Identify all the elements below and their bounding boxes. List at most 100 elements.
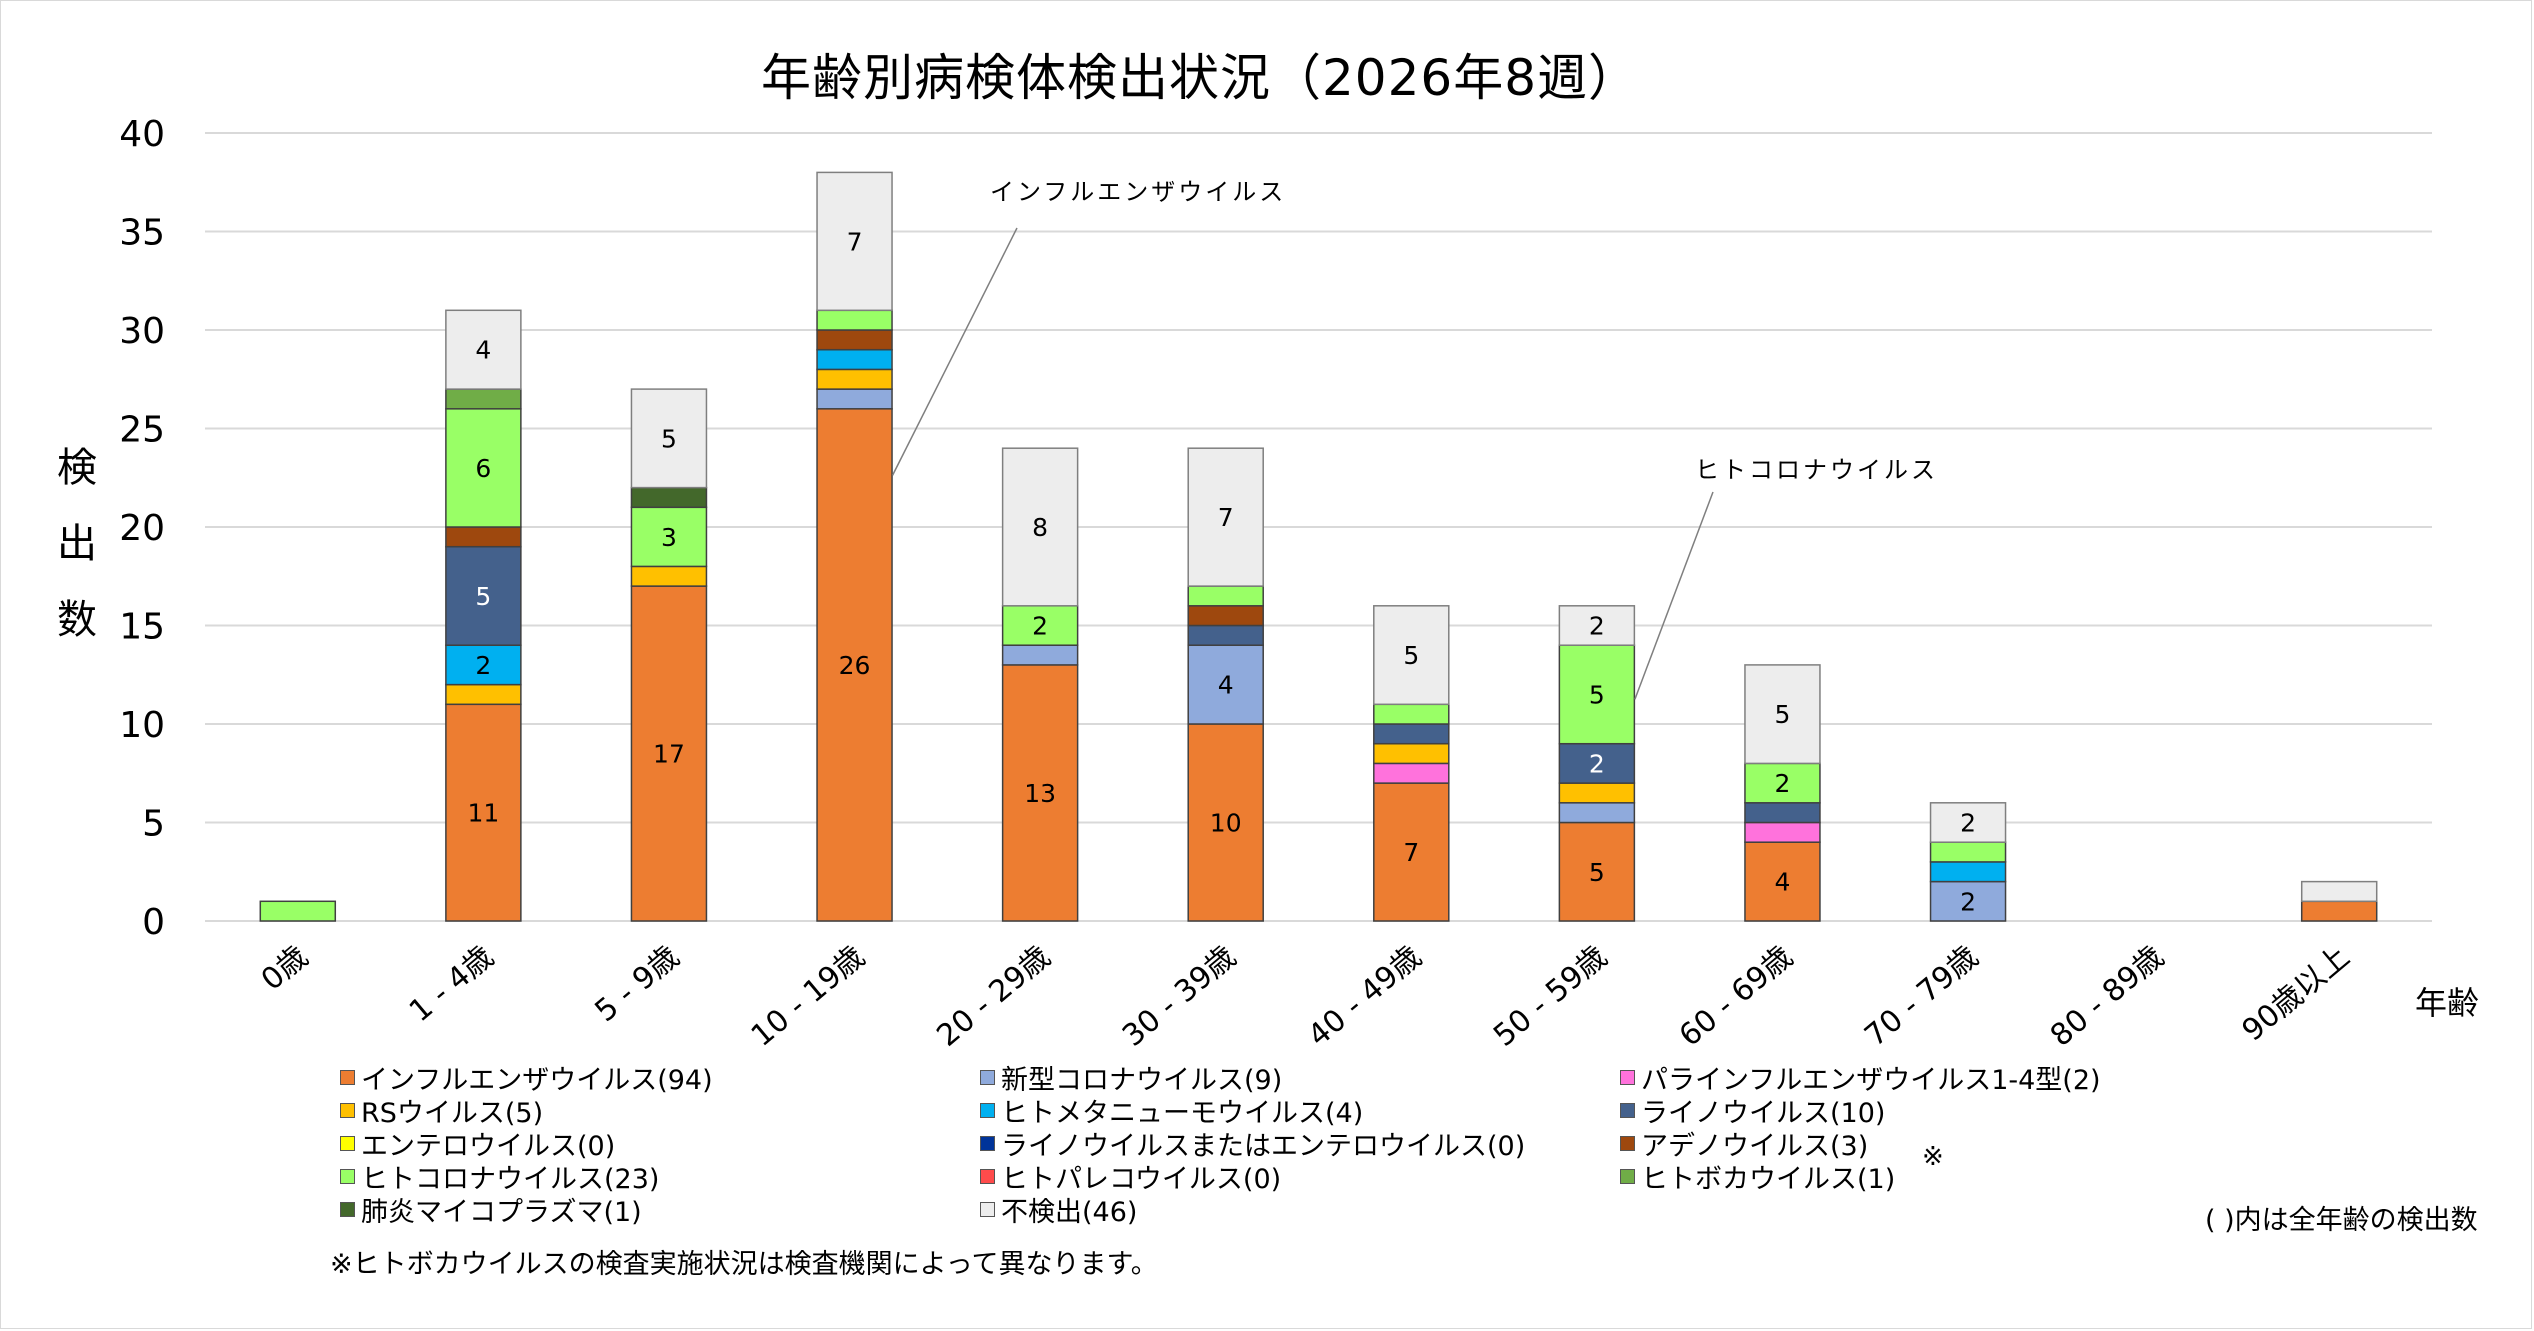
bar-segment [1929,861,2007,883]
legend-label: RSウイルス(5) [361,1098,544,1129]
bar-segment [1187,605,1264,627]
bar-segment [630,486,708,509]
data-label: 7 [1218,503,1234,532]
legend-asterisk: ※ [1922,1142,1944,1172]
legend-label: ライノウイルスまたはエンテロウイルス(0) [1001,1131,1526,1162]
legend-note: ( )内は全年齢の検出数 [2205,1205,2478,1236]
data-label: 2 [1589,612,1605,641]
legend-swatch [1620,1136,1635,1151]
bar-segment [1929,841,2007,863]
legend-item: 肺炎マイコプラズマ(1) [340,1190,642,1229]
bar-segment [816,171,893,312]
y-axis-label-char-1: 検 [57,445,97,491]
bar-segment [1373,723,1450,745]
bar-segment [1744,841,1821,922]
legend-label: パラインフルエンザウイルス1-4型(2) [1641,1065,2101,1096]
legend-item: ヒトコロナウイルス(23) [340,1157,659,1196]
legend-swatch [340,1070,355,1085]
data-label: 5 [1775,700,1791,729]
data-label: 13 [1024,779,1056,808]
legend-swatch [980,1169,995,1184]
data-label: 7 [1403,838,1419,867]
x-tick-label: 5 - 9歳 [588,939,686,1029]
bar-segment [1558,782,1636,804]
bar-segment [1373,605,1450,706]
legend-item: アデノウイルス(3) [1620,1124,1868,1163]
bar-segment [2300,900,2378,922]
bar-segment [1558,605,1636,646]
legend-item: ヒトパレコウイルス(0) [980,1157,1281,1196]
bar-segment [1558,742,1636,784]
data-label: 5 [475,582,491,611]
x-tick-label: 20 - 29歳 [930,939,1057,1053]
y-axis-label: 検 出 数 [52,430,102,658]
x-tick-label: 80 - 89歳 [2044,939,2171,1053]
bar-segment [1558,644,1636,745]
legend-item: ライノウイルスまたはエンテロウイルス(0) [980,1124,1525,1163]
x-tick-label: 70 - 79歳 [1858,939,1985,1053]
legend-swatch [340,1202,355,1217]
bar-segment [630,585,708,922]
data-label: 11 [467,799,499,828]
legend-swatch [1620,1169,1635,1184]
bar-segment [1929,880,2007,922]
data-label: 3 [661,523,677,552]
y-tick-label: 35 [119,213,165,254]
bar-segment [1744,802,1821,824]
y-tick-label: 20 [119,508,165,549]
legend-label: 不検出(46) [1001,1197,1138,1228]
legend-item: パラインフルエンザウイルス1-4型(2) [1620,1058,2101,1097]
data-label: 4 [1218,671,1234,700]
x-tick-label: 10 - 19歳 [745,939,872,1053]
x-tick-label: 50 - 59歳 [1487,939,1614,1053]
callout-label: インフルエンザウイルス [990,178,1286,206]
legend-label: 新型コロナウイルス(9) [1001,1065,1283,1096]
bar-segment [1744,821,1821,843]
x-tick-label: 40 - 49歳 [1302,939,1429,1053]
bar-segment [445,703,522,922]
legend-item: ライノウイルス(10) [1620,1091,1885,1130]
legend-swatch [1620,1103,1635,1118]
data-label: 5 [1589,680,1605,709]
bar-segment [445,683,522,706]
callout-line [891,227,1018,476]
x-tick-label: 90歳以上 [2236,939,2357,1048]
legend-swatch [980,1202,995,1217]
bar-segment [1558,821,1636,922]
bar-segment [630,506,708,568]
bar-segment [1373,782,1450,922]
bar-segment [1187,447,1264,587]
y-axis-label-char-2: 出 [57,521,97,567]
data-label: 2 [1589,749,1605,778]
bar-segment [1373,742,1450,765]
bar-segment [1558,802,1636,824]
data-label: 5 [1403,641,1419,670]
legend-swatch [980,1136,995,1151]
y-tick-label: 5 [142,804,165,845]
y-tick-label: 10 [119,705,165,746]
data-label: 2 [475,651,491,680]
legend-item: ヒトボカウイルス(1) [1620,1157,1895,1196]
x-tick-label: 60 - 69歳 [1673,939,1800,1053]
legend-label: エンテロウイルス(0) [361,1131,616,1162]
y-tick-label: 0 [142,902,165,943]
data-label: 7 [847,227,863,256]
callout-line [1634,491,1714,700]
data-label: 10 [1210,809,1242,838]
legend-swatch [980,1070,995,1085]
bar-segment [1187,585,1264,607]
legend-item: RSウイルス(5) [340,1091,543,1130]
legend-swatch [980,1103,995,1118]
bar-segment [816,348,893,371]
legend-item: ヒトメタニューモウイルス(4) [980,1091,1363,1130]
bar-segment [445,388,522,410]
y-tick-label: 25 [119,410,165,451]
bar-segment [816,408,893,922]
bar-segment [1929,802,2007,843]
bar-segment [816,309,893,331]
y-tick-label: 30 [119,311,165,352]
x-axis-label: 年齢 [2415,984,2480,1022]
bar-segment [1001,447,1079,607]
